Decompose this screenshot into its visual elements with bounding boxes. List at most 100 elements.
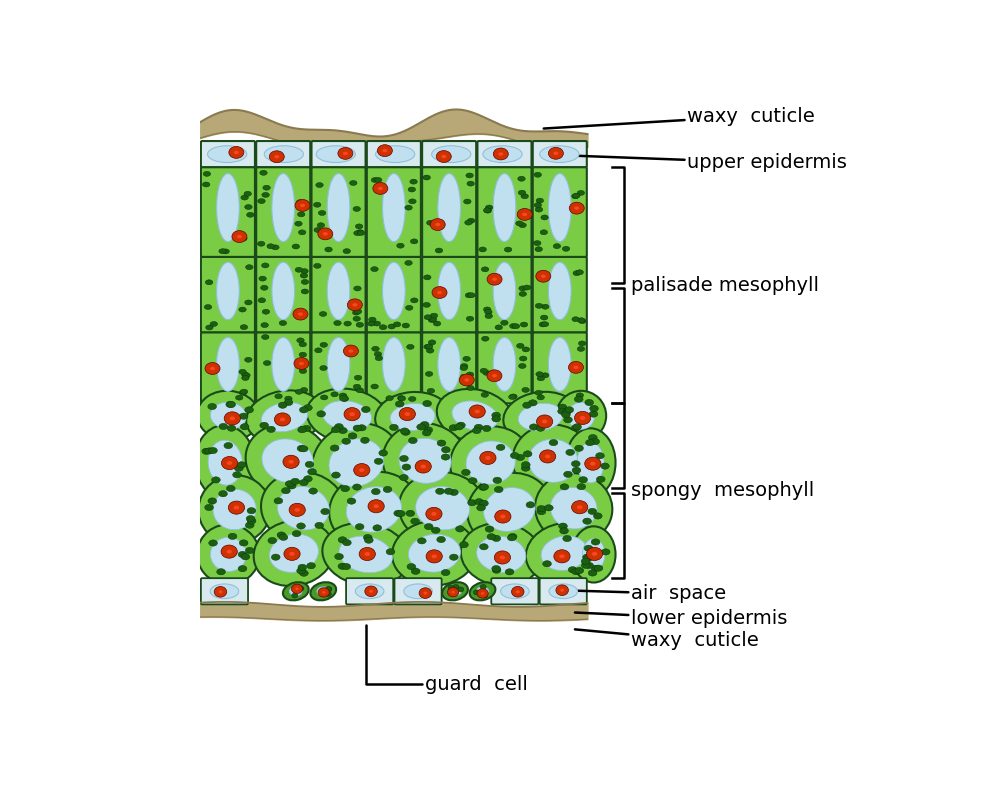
Ellipse shape (261, 323, 268, 328)
Ellipse shape (318, 228, 333, 240)
Ellipse shape (493, 148, 508, 160)
Ellipse shape (383, 174, 405, 242)
Ellipse shape (509, 394, 516, 400)
Ellipse shape (290, 587, 302, 595)
Ellipse shape (317, 411, 326, 417)
Ellipse shape (535, 390, 542, 395)
Ellipse shape (420, 465, 426, 469)
Ellipse shape (411, 298, 418, 303)
Ellipse shape (361, 406, 370, 413)
Ellipse shape (238, 551, 247, 558)
Ellipse shape (229, 147, 244, 158)
Ellipse shape (492, 535, 501, 542)
Ellipse shape (468, 293, 475, 298)
Ellipse shape (308, 469, 316, 474)
Ellipse shape (242, 375, 249, 380)
Ellipse shape (319, 311, 327, 316)
Ellipse shape (299, 362, 304, 365)
Ellipse shape (492, 412, 501, 418)
Ellipse shape (460, 366, 468, 371)
Ellipse shape (441, 569, 450, 576)
Ellipse shape (596, 453, 604, 459)
Ellipse shape (210, 402, 246, 429)
Ellipse shape (572, 569, 580, 575)
Ellipse shape (483, 146, 522, 162)
Ellipse shape (482, 337, 489, 341)
Ellipse shape (416, 487, 469, 530)
Ellipse shape (271, 554, 280, 560)
Ellipse shape (411, 518, 419, 525)
Ellipse shape (526, 523, 603, 583)
FancyBboxPatch shape (312, 333, 366, 403)
Ellipse shape (568, 567, 577, 573)
Ellipse shape (356, 230, 364, 234)
Ellipse shape (320, 366, 327, 371)
Ellipse shape (564, 471, 572, 478)
FancyBboxPatch shape (201, 141, 255, 167)
Ellipse shape (449, 425, 458, 431)
Ellipse shape (226, 401, 235, 408)
Ellipse shape (347, 299, 362, 311)
Ellipse shape (353, 484, 361, 490)
Ellipse shape (246, 390, 323, 444)
Ellipse shape (465, 293, 473, 298)
Ellipse shape (437, 389, 513, 443)
Ellipse shape (354, 286, 361, 291)
Ellipse shape (355, 524, 364, 530)
Ellipse shape (485, 310, 492, 315)
Ellipse shape (406, 510, 415, 517)
Ellipse shape (521, 194, 528, 199)
Ellipse shape (576, 270, 583, 275)
Ellipse shape (405, 205, 412, 210)
Ellipse shape (294, 358, 309, 370)
Ellipse shape (390, 403, 435, 431)
Ellipse shape (473, 590, 480, 594)
Ellipse shape (450, 489, 458, 496)
Ellipse shape (536, 270, 551, 282)
Ellipse shape (356, 388, 364, 393)
Ellipse shape (426, 508, 442, 521)
Ellipse shape (484, 208, 492, 213)
Ellipse shape (577, 443, 604, 483)
Ellipse shape (297, 568, 305, 574)
Ellipse shape (424, 275, 431, 280)
Ellipse shape (254, 521, 334, 586)
Ellipse shape (213, 489, 256, 530)
Ellipse shape (284, 547, 300, 560)
Ellipse shape (227, 401, 236, 408)
Ellipse shape (342, 564, 351, 569)
Ellipse shape (269, 534, 318, 573)
Ellipse shape (305, 461, 314, 468)
Ellipse shape (300, 570, 308, 577)
Ellipse shape (239, 307, 246, 312)
FancyBboxPatch shape (201, 257, 255, 333)
Ellipse shape (405, 412, 410, 416)
Ellipse shape (382, 149, 387, 152)
Ellipse shape (534, 203, 542, 208)
Ellipse shape (519, 223, 526, 228)
Ellipse shape (224, 443, 233, 448)
FancyBboxPatch shape (491, 578, 538, 604)
FancyBboxPatch shape (256, 167, 310, 257)
Ellipse shape (583, 518, 592, 524)
Ellipse shape (316, 182, 323, 187)
Ellipse shape (241, 195, 248, 200)
Ellipse shape (483, 371, 490, 375)
Ellipse shape (560, 528, 568, 534)
Ellipse shape (593, 513, 602, 519)
Ellipse shape (226, 550, 232, 554)
Ellipse shape (329, 472, 419, 547)
Ellipse shape (504, 247, 512, 252)
Ellipse shape (431, 527, 440, 534)
Ellipse shape (295, 200, 310, 212)
Ellipse shape (238, 565, 247, 572)
Ellipse shape (519, 356, 527, 361)
Ellipse shape (558, 408, 566, 414)
Ellipse shape (569, 202, 584, 214)
Ellipse shape (310, 582, 336, 600)
Ellipse shape (426, 348, 434, 353)
Ellipse shape (204, 305, 212, 310)
Ellipse shape (466, 316, 474, 321)
Ellipse shape (548, 174, 571, 242)
Ellipse shape (307, 388, 387, 443)
